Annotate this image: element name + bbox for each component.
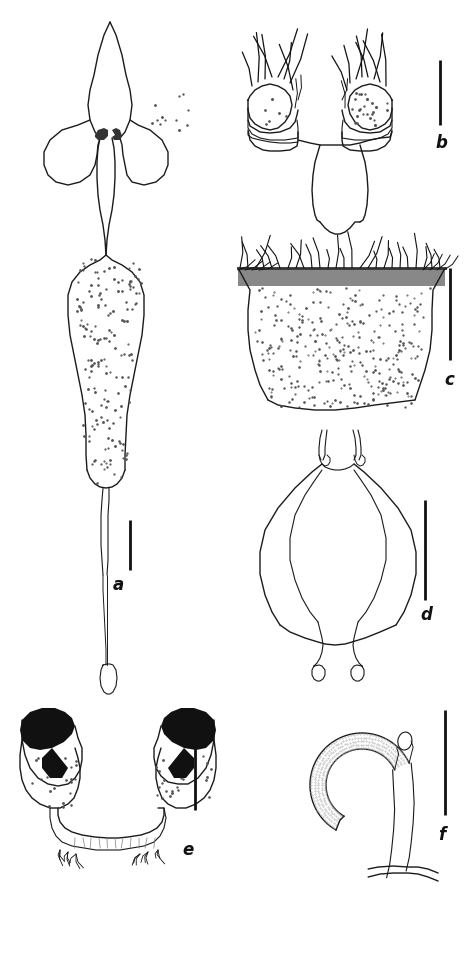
Polygon shape	[42, 748, 68, 778]
Text: d: d	[420, 606, 432, 624]
Text: a: a	[112, 576, 124, 594]
Text: c: c	[444, 371, 454, 389]
Text: b: b	[435, 134, 447, 152]
Polygon shape	[20, 708, 75, 750]
Text: f: f	[438, 826, 445, 844]
Polygon shape	[238, 268, 445, 286]
Polygon shape	[161, 708, 216, 750]
Polygon shape	[168, 748, 194, 778]
Text: e: e	[182, 841, 193, 859]
Polygon shape	[112, 128, 122, 140]
Polygon shape	[95, 128, 108, 140]
